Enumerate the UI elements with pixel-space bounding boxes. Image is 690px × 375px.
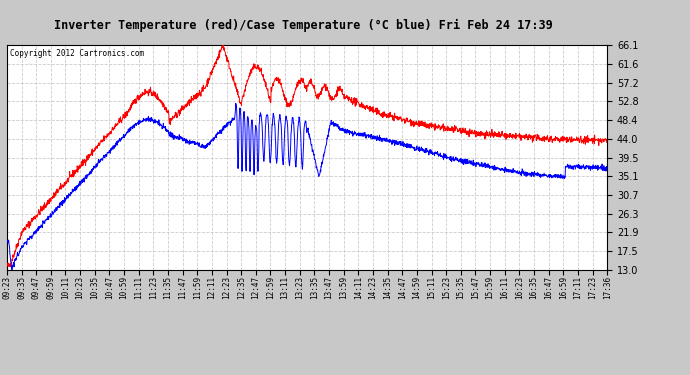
Text: Inverter Temperature (red)/Case Temperature (°C blue) Fri Feb 24 17:39: Inverter Temperature (red)/Case Temperat… <box>55 19 553 32</box>
Text: Copyright 2012 Cartronics.com: Copyright 2012 Cartronics.com <box>10 50 144 58</box>
